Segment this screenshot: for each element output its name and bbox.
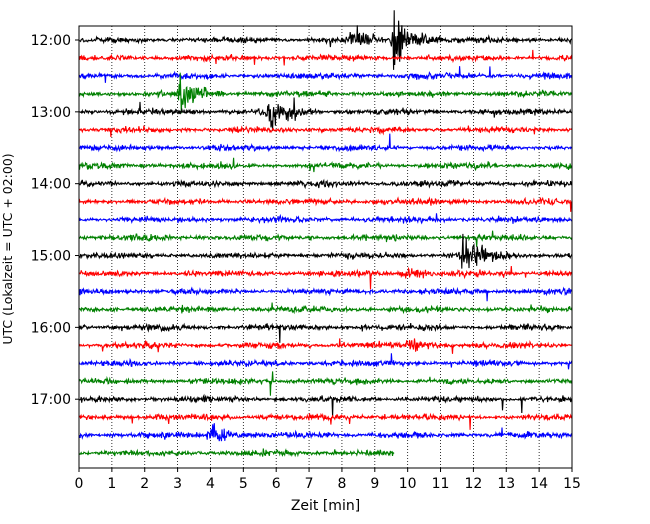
trace-row <box>78 66 573 83</box>
trace-row <box>78 393 573 417</box>
y-tick-label: 15:00 <box>31 249 71 265</box>
x-tick-label: 2 <box>140 476 149 492</box>
x-tick-label: 10 <box>399 476 417 492</box>
y-tick-label: 14:00 <box>31 177 71 193</box>
trace-row <box>78 322 572 343</box>
x-tick-label: 4 <box>206 476 215 492</box>
trace-row <box>78 49 573 66</box>
trace-row <box>78 371 573 396</box>
trace-row <box>78 72 573 114</box>
plot-frame <box>78 25 573 469</box>
axes: 0 1 2 3 4 5 6 7 8 9 10 11 12 13 14 1512:0013:0014:0015:… <box>31 33 581 492</box>
trace-row <box>78 286 573 302</box>
trace-row <box>78 338 573 354</box>
x-tick-label: 0 <box>75 476 84 492</box>
trace-row <box>79 125 573 137</box>
x-tick-label: 7 <box>305 476 314 492</box>
x-tick-label: 8 <box>337 476 346 492</box>
y-tick-label: 13:00 <box>31 105 71 121</box>
trace-row <box>78 233 573 269</box>
trace-row <box>78 178 573 190</box>
y-tick-label: 17:00 <box>31 392 71 408</box>
trace-row <box>78 10 573 70</box>
y-tick-label: 16:00 <box>31 320 71 336</box>
x-tick-label: 11 <box>432 476 450 492</box>
y-tick-label: 12:00 <box>31 33 71 49</box>
trace-row <box>78 133 573 153</box>
x-tick-label: 12 <box>464 476 482 492</box>
trace-row <box>78 213 573 225</box>
x-tick-label: 3 <box>173 476 182 492</box>
y-axis-label: UTC (Lokalzeit = UTC + 02:00) <box>0 153 15 344</box>
trace-row <box>78 412 573 430</box>
trace-row <box>78 448 395 458</box>
x-tick-label: 9 <box>370 476 379 492</box>
trace-row <box>78 266 573 290</box>
seismic-traces <box>78 10 573 458</box>
x-tick-label: 14 <box>530 476 548 492</box>
x-tick-label: 6 <box>272 476 281 492</box>
x-tick-label: 1 <box>107 476 116 492</box>
trace-row <box>78 196 573 212</box>
x-axis-label: Zeit [min] <box>291 498 360 514</box>
trace-row <box>78 97 573 131</box>
trace-row <box>78 230 573 247</box>
trace-row <box>78 423 573 442</box>
trace-row <box>78 157 573 173</box>
x-tick-label: 5 <box>239 476 248 492</box>
x-tick-label: 13 <box>497 476 515 492</box>
trace-row <box>78 353 573 370</box>
trace-row <box>78 302 573 315</box>
x-tick-label: 15 <box>563 476 581 492</box>
